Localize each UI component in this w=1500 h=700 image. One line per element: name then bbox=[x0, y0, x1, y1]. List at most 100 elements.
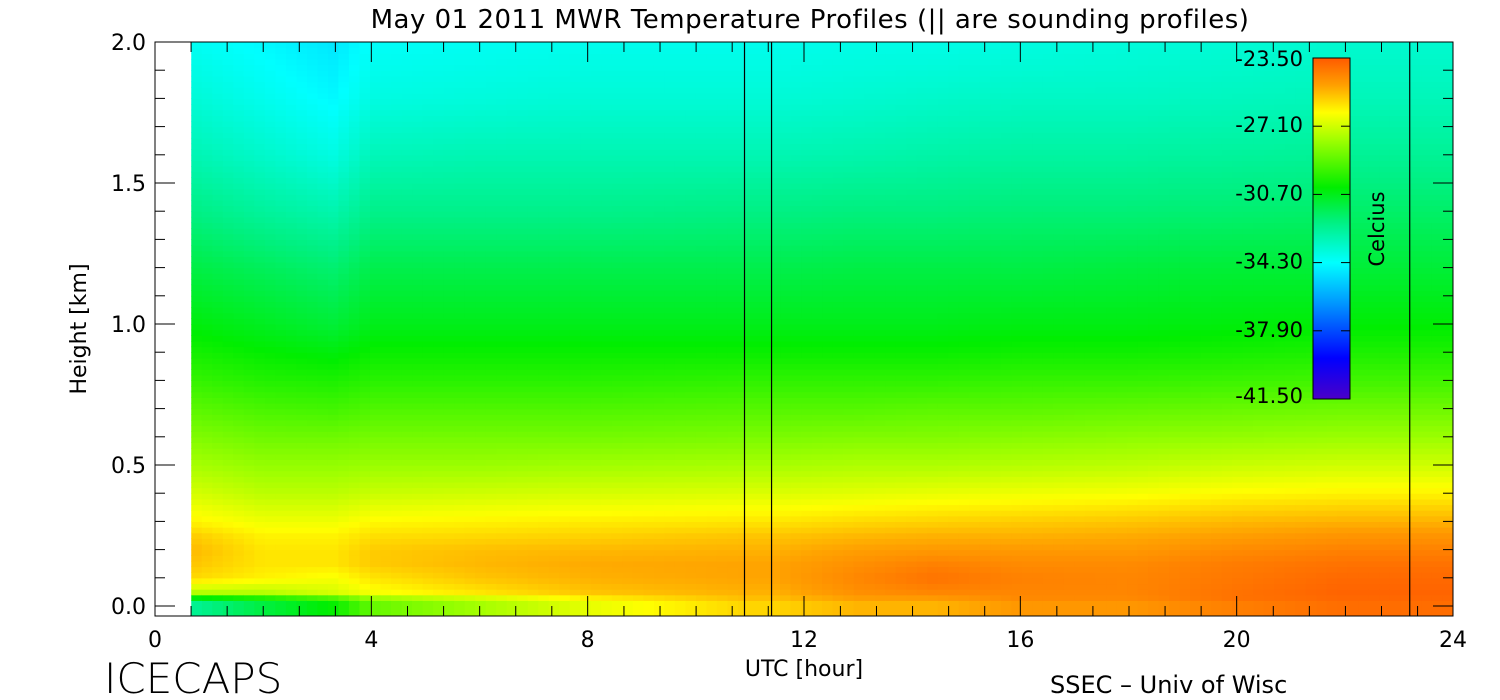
heatmap-cell bbox=[643, 58, 655, 66]
heatmap-cell bbox=[569, 228, 581, 235]
heatmap-cell bbox=[622, 560, 634, 568]
heatmap-cell bbox=[527, 166, 539, 173]
heatmap-cell bbox=[464, 132, 476, 139]
heatmap-cell bbox=[285, 340, 297, 348]
heatmap-cell bbox=[391, 487, 403, 494]
heatmap-cell bbox=[201, 58, 213, 66]
heatmap-cell bbox=[496, 431, 508, 438]
heatmap-cell bbox=[317, 402, 329, 410]
heatmap-cell bbox=[275, 137, 287, 145]
heatmap-cell bbox=[243, 555, 255, 562]
heatmap-cell bbox=[611, 267, 623, 274]
heatmap-cell bbox=[695, 199, 708, 207]
heatmap-cell bbox=[664, 397, 676, 404]
heatmap-cell bbox=[264, 414, 276, 421]
heatmap-cell bbox=[369, 594, 382, 601]
heatmap-cell bbox=[412, 600, 424, 616]
heatmap-cell bbox=[233, 245, 245, 252]
heatmap-cell bbox=[233, 510, 245, 517]
heatmap-cell bbox=[569, 183, 581, 190]
heatmap-cell bbox=[222, 256, 234, 263]
heatmap-cell bbox=[443, 160, 455, 167]
heatmap-cell bbox=[233, 47, 245, 54]
heatmap-cell bbox=[285, 346, 297, 353]
heatmap-cell bbox=[306, 188, 319, 195]
heatmap-cell bbox=[548, 543, 560, 551]
heatmap-cell bbox=[348, 183, 361, 190]
heatmap-cell bbox=[391, 115, 403, 122]
heatmap-cell bbox=[317, 566, 329, 573]
heatmap-cell bbox=[317, 228, 329, 235]
heatmap-cell bbox=[422, 273, 434, 280]
heatmap-cell bbox=[243, 177, 255, 184]
heatmap-cell bbox=[685, 233, 697, 240]
heatmap-cell bbox=[454, 273, 466, 280]
heatmap-cell bbox=[391, 137, 403, 145]
heatmap-cell bbox=[201, 498, 213, 506]
heatmap-cell bbox=[359, 459, 371, 466]
heatmap-cell bbox=[580, 154, 592, 162]
heatmap-cell bbox=[695, 419, 708, 427]
heatmap-cell bbox=[527, 267, 539, 274]
heatmap-cell bbox=[254, 222, 266, 229]
heatmap-cell bbox=[201, 527, 213, 534]
heatmap-cell bbox=[222, 87, 234, 94]
heatmap-cell bbox=[296, 600, 308, 616]
heatmap-cell bbox=[674, 594, 687, 601]
heatmap-cell bbox=[685, 340, 697, 348]
heatmap-cell bbox=[254, 132, 266, 139]
heatmap-cell bbox=[412, 132, 424, 139]
heatmap-cell bbox=[706, 414, 718, 421]
heatmap-cell bbox=[454, 465, 466, 472]
heatmap-cell bbox=[296, 386, 308, 393]
heatmap-cell bbox=[433, 498, 445, 506]
heatmap-cell bbox=[538, 239, 550, 246]
heatmap-cell bbox=[611, 154, 623, 162]
heatmap-cell bbox=[233, 521, 245, 528]
heatmap-cell bbox=[695, 577, 708, 585]
heatmap-cell bbox=[695, 476, 708, 483]
heatmap-cell bbox=[191, 239, 203, 246]
heatmap-cell bbox=[443, 233, 455, 240]
heatmap-cell bbox=[475, 53, 487, 60]
heatmap-cell bbox=[264, 487, 276, 494]
heatmap-cell bbox=[285, 589, 297, 596]
heatmap-cell bbox=[506, 470, 518, 477]
heatmap-cell bbox=[590, 171, 602, 178]
heatmap-cell bbox=[548, 594, 560, 601]
heatmap-cell bbox=[380, 126, 392, 133]
heatmap-cell bbox=[306, 498, 319, 506]
heatmap-cell bbox=[580, 278, 592, 286]
heatmap-cell bbox=[569, 566, 581, 573]
heatmap-cell bbox=[201, 391, 213, 398]
heatmap-cell bbox=[359, 414, 371, 421]
heatmap-cell bbox=[433, 465, 445, 472]
heatmap-cell bbox=[496, 188, 508, 195]
heatmap-cell bbox=[559, 160, 571, 167]
heatmap-cell bbox=[233, 515, 245, 522]
heatmap-cell bbox=[622, 267, 634, 274]
heatmap-cell bbox=[548, 436, 560, 444]
heatmap-cell bbox=[664, 307, 676, 314]
heatmap-cell bbox=[569, 199, 581, 207]
heatmap-cell bbox=[685, 194, 697, 201]
heatmap-cell bbox=[464, 572, 476, 579]
heatmap-cell bbox=[601, 527, 613, 534]
heatmap-cell bbox=[212, 352, 224, 359]
heatmap-cell bbox=[433, 419, 445, 427]
heatmap-cell bbox=[548, 149, 560, 156]
heatmap-cell bbox=[412, 245, 424, 252]
heatmap-cell bbox=[275, 335, 287, 342]
heatmap-cell bbox=[464, 216, 476, 224]
heatmap-cell bbox=[548, 228, 560, 235]
heatmap-cell bbox=[222, 115, 234, 122]
heatmap-cell bbox=[380, 233, 392, 240]
heatmap-cell bbox=[391, 81, 403, 88]
heatmap-cell bbox=[464, 70, 476, 77]
heatmap-cell bbox=[296, 543, 308, 551]
heatmap-cell bbox=[517, 87, 529, 94]
heatmap-cell bbox=[559, 250, 571, 257]
heatmap-cell bbox=[327, 476, 340, 483]
heatmap-cell bbox=[580, 81, 592, 88]
heatmap-cell bbox=[254, 391, 266, 398]
